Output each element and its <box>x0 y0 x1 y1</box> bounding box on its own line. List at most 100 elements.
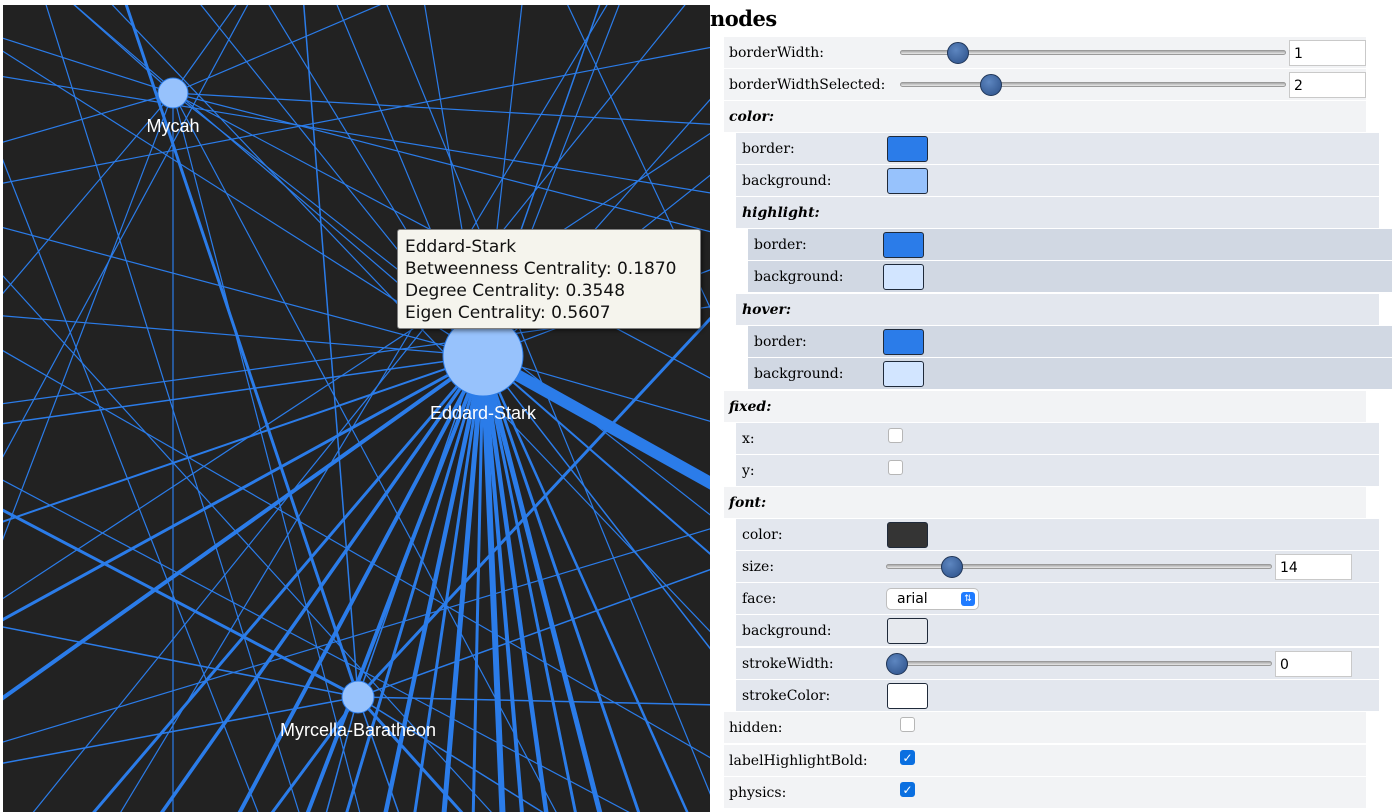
config-row-font-size: size: 14 <box>736 551 1379 582</box>
config-header-highlight: highlight: <box>736 197 1379 228</box>
edge-bg-7 <box>120 5 608 812</box>
font-face-select[interactable]: arial ⇅ <box>886 587 979 610</box>
font-color-swatch[interactable] <box>887 521 928 548</box>
edge-myrcella-4 <box>303 5 359 698</box>
edge-eddard-22 <box>383 355 486 812</box>
edge-eddard-14 <box>3 355 484 523</box>
edge-mycah-13 <box>3 92 174 541</box>
font-background-label: background: <box>742 622 832 639</box>
edge-mycah-6 <box>172 92 710 125</box>
config-header-color: color: <box>724 101 1366 132</box>
label-highlight-bold-checkbox[interactable]: ✓ <box>900 750 915 765</box>
edge-eddard-16 <box>3 354 485 701</box>
edge-myrcella-13 <box>357 696 544 812</box>
edge-bg-9 <box>386 5 710 795</box>
edge-eddard-15 <box>3 354 484 622</box>
edge-bg-12 <box>3 528 710 743</box>
fixed-x-checkbox[interactable] <box>888 428 903 443</box>
border-width-input[interactable]: 1 <box>1289 39 1366 66</box>
font-background-swatch[interactable] <box>887 617 928 644</box>
edge-bg-0 <box>3 76 710 194</box>
edge-eddard-thick <box>480 350 710 490</box>
highlight-background-swatch[interactable] <box>883 263 924 290</box>
edge-myrcella-2 <box>3 696 359 764</box>
config-row-border-width: borderWidth: 1 <box>724 37 1366 68</box>
font-face-label: face: <box>742 590 777 607</box>
edge-eddard-32 <box>481 355 689 812</box>
edge-bg-10 <box>3 350 710 759</box>
edge-eddard-11 <box>3 227 484 357</box>
network-graph-svg[interactable] <box>3 5 710 812</box>
tooltip-eigen: Eigen Centrality: 0.5607 <box>405 303 611 323</box>
physics-checkbox[interactable]: ✓ <box>900 782 915 797</box>
font-size-input[interactable]: 14 <box>1275 553 1352 580</box>
font-stroke-color-swatch[interactable] <box>887 682 928 709</box>
edge-eddard-30 <box>480 355 603 812</box>
hover-border-swatch[interactable] <box>883 328 924 355</box>
edge-bg-6 <box>3 5 249 458</box>
slider-knob[interactable] <box>980 73 1002 96</box>
edge-mycah-4 <box>172 5 237 94</box>
border-width-selected-label: borderWidthSelected: <box>729 76 886 93</box>
color-background-label: background: <box>742 172 832 189</box>
edge-bg-1 <box>3 46 710 184</box>
font-header-label: font: <box>729 494 767 511</box>
network-graph-canvas[interactable]: Mycah Eddard-Stark Myrcella-Baratheon Ed… <box>3 5 710 812</box>
config-row-font-stroke-color: strokeColor: <box>736 680 1379 711</box>
slider-knob[interactable] <box>886 652 908 675</box>
font-size-slider[interactable] <box>886 555 1272 578</box>
fixed-y-checkbox[interactable] <box>888 460 903 475</box>
hover-background-swatch[interactable] <box>883 360 924 387</box>
highlight-border-swatch[interactable] <box>883 231 924 258</box>
edge-mycah-0 <box>3 37 174 94</box>
edge-bg-2 <box>45 5 300 812</box>
color-header-label: color: <box>729 108 775 125</box>
node-label-myrcella-baratheon: Myrcella-Baratheon <box>279 720 437 740</box>
fixed-header-label: fixed: <box>729 398 772 415</box>
node-mycah[interactable] <box>157 77 189 109</box>
font-stroke-width-slider[interactable] <box>886 652 1272 675</box>
font-stroke-width-label: strokeWidth: <box>742 655 834 672</box>
color-border-label: border: <box>742 140 795 157</box>
highlight-background-label: background: <box>754 268 844 285</box>
font-size-label: size: <box>742 558 775 575</box>
edge-eddard-34 <box>482 355 710 650</box>
node-label-mycah: Mycah <box>146 116 200 136</box>
node-myrcella-baratheon[interactable] <box>341 680 375 714</box>
config-row-hover-background: background: <box>748 358 1392 389</box>
border-width-slider[interactable] <box>900 41 1286 64</box>
edge-eddard-21 <box>345 355 485 812</box>
slider-knob[interactable] <box>947 41 969 64</box>
edge-bg-8 <box>3 132 710 600</box>
font-face-selected-value: arial <box>897 590 928 607</box>
border-width-selected-slider[interactable] <box>900 73 1286 96</box>
edge-myrcella-7 <box>357 568 710 698</box>
config-row-border-width-selected: borderWidthSelected: 2 <box>724 69 1366 100</box>
color-border-swatch[interactable] <box>887 135 928 162</box>
edge-mycah-3 <box>73 5 174 94</box>
edge-myrcella-9 <box>270 696 360 812</box>
border-width-selected-input[interactable]: 2 <box>1289 71 1366 98</box>
config-row-hidden: hidden: <box>724 712 1366 743</box>
slider-track <box>900 49 1286 55</box>
font-color-label: color: <box>742 526 783 543</box>
edge-mycah-7 <box>172 92 710 233</box>
slider-track <box>886 660 1272 666</box>
config-row-color-background: background: <box>736 165 1379 196</box>
edge-mycah-11 <box>172 92 361 812</box>
edge-bg-11 <box>32 5 686 812</box>
slider-knob[interactable] <box>941 555 963 578</box>
edge-mycah-12 <box>172 92 557 812</box>
edge-eddard-18 <box>160 354 485 812</box>
tooltip-degree: Degree Centrality: 0.3548 <box>405 281 626 301</box>
font-stroke-width-input[interactable]: 0 <box>1275 650 1352 677</box>
edge-eddard-19 <box>237 355 485 812</box>
edge-myrcella-6 <box>356 316 710 699</box>
edge-myrcella-8 <box>357 696 710 706</box>
highlight-header-label: highlight: <box>742 204 820 221</box>
edge-myrcella-3 <box>124 5 360 698</box>
physics-label: physics: <box>729 784 787 801</box>
hidden-checkbox[interactable] <box>900 717 915 732</box>
edge-mycah-2 <box>3 92 174 295</box>
color-background-swatch[interactable] <box>887 167 928 194</box>
